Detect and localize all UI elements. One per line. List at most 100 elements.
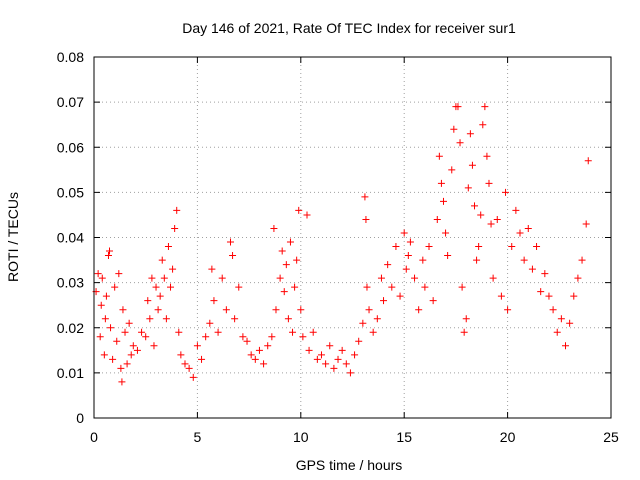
data-point [365, 306, 373, 314]
data-point [380, 297, 388, 305]
data-point [415, 306, 423, 314]
data-point [444, 252, 452, 260]
data-point [454, 103, 462, 111]
data-point [148, 274, 156, 282]
data-point [235, 283, 243, 291]
data-point [102, 292, 110, 300]
data-point [533, 243, 541, 251]
data-point [404, 252, 412, 260]
data-point [162, 315, 170, 323]
data-point [98, 274, 106, 282]
data-point [574, 274, 582, 282]
data-point [334, 355, 342, 363]
y-tick-label: 0.01 [57, 365, 84, 381]
data-point [152, 283, 160, 291]
data-point [512, 206, 520, 214]
data-point [173, 206, 181, 214]
data-point [471, 202, 479, 210]
data-point [369, 328, 377, 336]
data-point [111, 283, 119, 291]
data-point [96, 333, 104, 341]
x-tick-label: 15 [396, 429, 412, 445]
data-point [442, 229, 450, 237]
data-point [396, 292, 404, 300]
data-point [359, 319, 367, 327]
data-point [351, 351, 359, 359]
data-point [508, 243, 516, 251]
data-point [466, 130, 474, 138]
data-point [299, 333, 307, 341]
data-point [270, 224, 278, 232]
data-point [129, 342, 137, 350]
data-points [92, 103, 592, 386]
data-point [293, 256, 301, 264]
y-tick-label: 0.05 [57, 184, 84, 200]
data-point [210, 297, 218, 305]
data-point [286, 238, 294, 246]
data-point [468, 161, 476, 169]
x-tick-label: 25 [603, 429, 619, 445]
data-point [117, 364, 125, 372]
data-point [458, 283, 466, 291]
data-point [483, 152, 491, 160]
y-tick-label: 0 [76, 410, 84, 426]
data-point [156, 292, 164, 300]
data-point [177, 351, 185, 359]
data-point [553, 328, 561, 336]
data-point [289, 328, 297, 336]
data-point [363, 283, 371, 291]
data-point [231, 315, 239, 323]
data-point [475, 243, 483, 251]
data-point [206, 319, 214, 327]
data-point [437, 179, 445, 187]
data-point [181, 360, 189, 368]
data-point [346, 369, 354, 377]
data-point [100, 351, 108, 359]
data-point [272, 306, 280, 314]
data-point [127, 351, 135, 359]
data-point [154, 306, 162, 314]
data-point [338, 346, 346, 354]
data-point [566, 319, 574, 327]
y-tick-label: 0.06 [57, 139, 84, 155]
data-point [251, 355, 259, 363]
data-point [392, 243, 400, 251]
data-point [193, 342, 201, 350]
data-point [255, 346, 263, 354]
data-point [479, 121, 487, 129]
data-point [400, 229, 408, 237]
y-tick-label: 0.04 [57, 230, 84, 246]
data-point [464, 184, 472, 192]
data-point [185, 364, 193, 372]
data-point [541, 270, 549, 278]
data-point [144, 297, 152, 305]
data-point [448, 166, 456, 174]
data-point [425, 243, 433, 251]
data-point [497, 292, 505, 300]
data-point [171, 224, 179, 232]
data-point [485, 179, 493, 187]
data-point [326, 342, 334, 350]
x-tick-label: 0 [90, 429, 98, 445]
data-point [295, 206, 303, 214]
data-point [160, 274, 168, 282]
data-point [101, 315, 109, 323]
data-point [384, 261, 392, 269]
data-point [406, 238, 414, 246]
data-point [167, 283, 175, 291]
data-point [146, 315, 154, 323]
x-tick-label: 10 [293, 429, 309, 445]
data-point [118, 378, 126, 386]
data-point [243, 337, 251, 345]
data-point [276, 274, 284, 282]
y-axis-label: ROTI / TECUs [5, 192, 21, 282]
data-point [435, 152, 443, 160]
data-point [562, 342, 570, 350]
data-point [578, 256, 586, 264]
data-point [477, 211, 485, 219]
chart-title: Day 146 of 2021, Rate Of TEC Index for r… [182, 20, 516, 36]
data-point [119, 306, 127, 314]
grid-lines [94, 57, 611, 418]
data-point [502, 188, 510, 196]
